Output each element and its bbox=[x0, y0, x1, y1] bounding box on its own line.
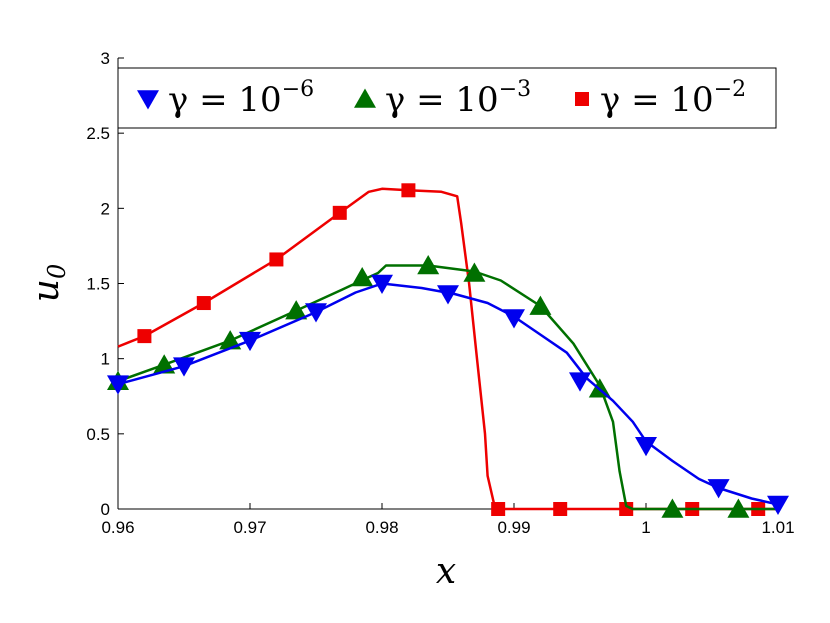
y-tick-label: 0.5 bbox=[86, 425, 110, 444]
data-point bbox=[107, 375, 129, 395]
data-point bbox=[401, 183, 416, 198]
legend-label-main: γ = 10 bbox=[385, 80, 499, 120]
x-tick-label: 1 bbox=[641, 518, 650, 537]
data-point bbox=[371, 274, 393, 294]
legend-label: γ = 10−6 bbox=[168, 77, 314, 120]
data-point bbox=[491, 502, 506, 516]
axes: 0.96 0.97 0.98 0.99 1 1.01 0 0.5 1 1.5 2 2.5 3 bbox=[86, 49, 794, 537]
legend-label-main: γ = 10 bbox=[168, 80, 282, 120]
y-tick-label: 0 bbox=[101, 500, 110, 519]
data-point bbox=[351, 267, 374, 287]
series-line bbox=[117, 282, 779, 506]
series-line bbox=[117, 187, 778, 511]
data-point bbox=[661, 498, 684, 518]
data-point bbox=[196, 296, 211, 311]
y-tick-label: 2.5 bbox=[86, 124, 110, 143]
series-layer bbox=[107, 183, 789, 518]
x-axis-label: x bbox=[436, 551, 456, 592]
y-axis-label: u0 bbox=[26, 264, 71, 302]
x-tick-label: 1.01 bbox=[761, 518, 794, 537]
data-point bbox=[219, 330, 242, 350]
data-point bbox=[503, 309, 525, 329]
data-point bbox=[727, 498, 750, 518]
data-point bbox=[417, 255, 440, 275]
legend-label-main: γ = 10 bbox=[600, 80, 714, 120]
data-point bbox=[239, 331, 261, 352]
data-point bbox=[269, 252, 284, 267]
data-point bbox=[437, 285, 459, 305]
series-0 bbox=[107, 274, 789, 515]
data-point bbox=[553, 502, 568, 516]
legend-marker bbox=[575, 92, 589, 106]
data-point bbox=[619, 502, 634, 516]
x-tick-label: 0.99 bbox=[497, 518, 530, 537]
data-point bbox=[767, 495, 789, 515]
data-point bbox=[529, 295, 552, 315]
data-point bbox=[173, 357, 195, 377]
y-axis-label-sub: 0 bbox=[43, 264, 71, 279]
legend-marker bbox=[137, 90, 159, 110]
data-point bbox=[305, 303, 327, 323]
y-tick-label: 1 bbox=[101, 350, 110, 369]
data-point bbox=[153, 354, 176, 374]
x-tick-label: 0.98 bbox=[365, 518, 398, 537]
y-tick-label: 3 bbox=[101, 49, 110, 68]
legend: γ = 10−6 γ = 10−3 γ = 10−2 bbox=[117, 67, 777, 129]
data-point bbox=[707, 479, 730, 499]
legend-label-exponent: −6 bbox=[282, 77, 314, 102]
data-point bbox=[137, 329, 152, 344]
data-point bbox=[569, 372, 591, 392]
data-point bbox=[285, 300, 308, 320]
x-tick-label: 0.96 bbox=[101, 518, 134, 537]
legend-marker bbox=[354, 88, 376, 108]
data-point bbox=[463, 262, 486, 282]
legend-label: γ = 10−2 bbox=[600, 77, 746, 120]
y-axis-label-main: u bbox=[26, 279, 67, 302]
legend-label-exponent: −3 bbox=[499, 77, 531, 102]
legend-label-exponent: −2 bbox=[714, 77, 746, 102]
legend-label: γ = 10−3 bbox=[385, 77, 531, 120]
x-tick-label: 0.97 bbox=[233, 518, 266, 537]
data-point bbox=[635, 437, 657, 457]
y-tick-label: 1.5 bbox=[86, 275, 110, 294]
legend-box bbox=[117, 67, 777, 129]
y-tick-label: 2 bbox=[101, 199, 110, 218]
series-2 bbox=[117, 183, 778, 516]
data-point bbox=[332, 205, 347, 220]
